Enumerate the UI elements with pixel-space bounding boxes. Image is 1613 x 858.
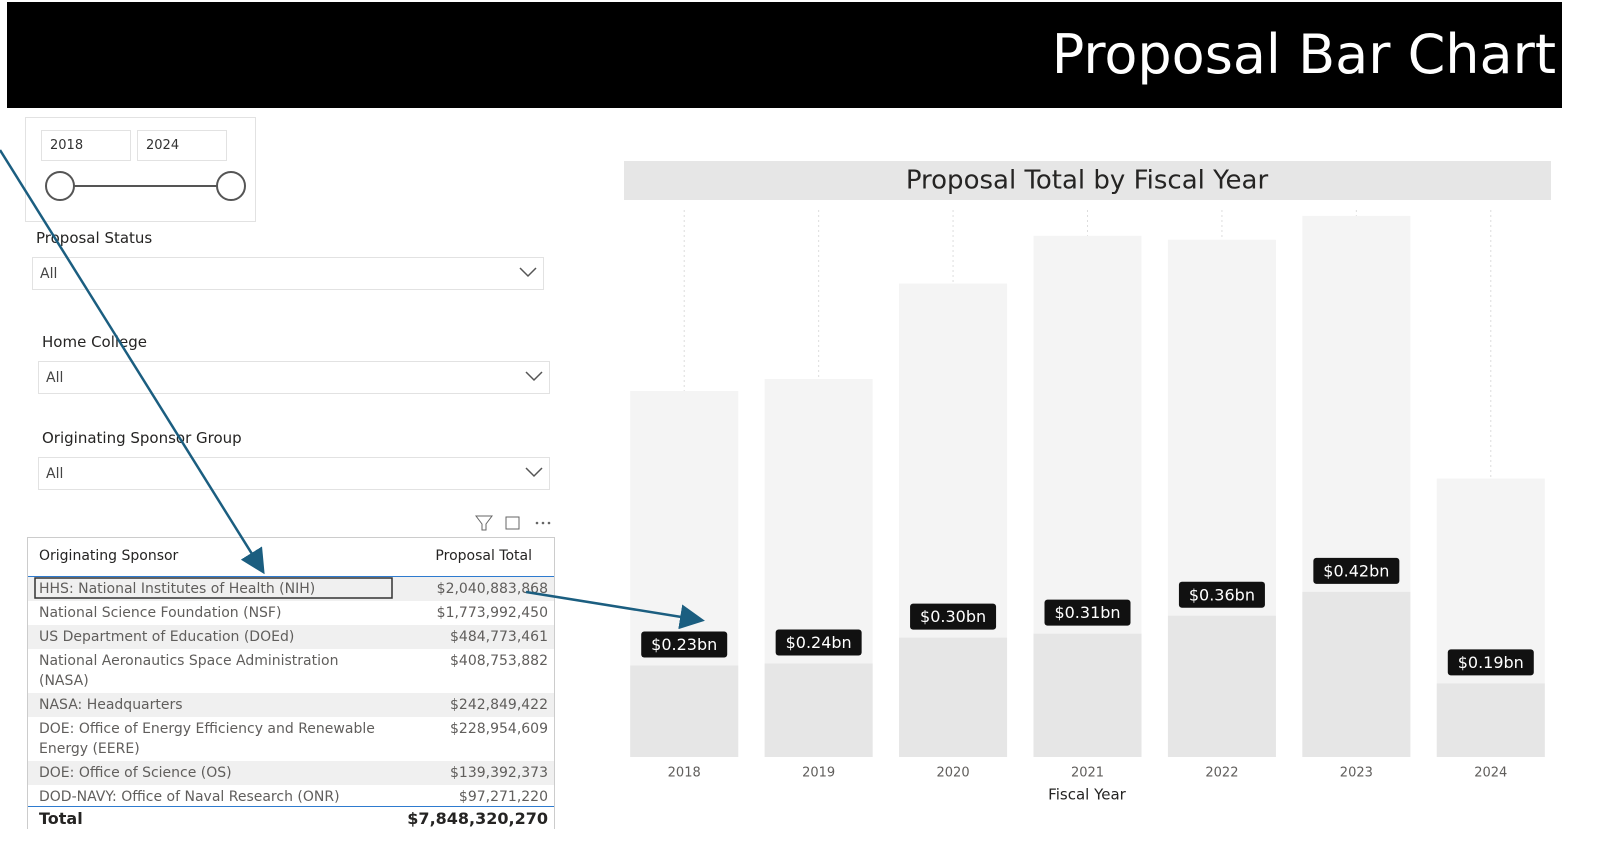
bar — [1033, 633, 1142, 757]
x-tick-label: 2022 — [1205, 766, 1238, 781]
data-label: $0.31bn — [1054, 603, 1120, 622]
sponsor-name: DOD-NAVY: Office of Naval Research (ONR) — [39, 789, 340, 805]
table-row[interactable]: National Aeronautics Space Administratio… — [28, 649, 554, 693]
sponsor-name: DOE: Office of Science (OS) — [39, 765, 232, 781]
page-title: Proposal Bar Chart — [7, 2, 1562, 108]
total-label: Total — [39, 809, 83, 828]
data-label: $0.24bn — [786, 633, 852, 652]
proposal-total: $484,773,461 — [450, 629, 548, 645]
chart-title-bg — [624, 161, 1551, 200]
sponsor-name: National Aeronautics Space Administratio… — [39, 653, 339, 689]
table-row[interactable]: DOE: Office of Science (OS) $139,392,373 — [28, 761, 554, 785]
data-label-bg — [775, 629, 862, 656]
x-tick-label: 2024 — [1474, 766, 1507, 781]
x-tick-label: 2019 — [802, 766, 835, 781]
data-label-bg — [1178, 581, 1265, 608]
proposal-total: $97,271,220 — [458, 789, 548, 805]
sponsor-name: US Department of Education (DOEd) — [39, 629, 295, 645]
bar — [899, 637, 1008, 757]
x-tick-label: 2020 — [937, 766, 970, 781]
x-tick-label: 2023 — [1340, 766, 1373, 781]
sponsor-name: DOE: Office of Energy Efficiency and Ren… — [39, 721, 375, 757]
bar — [1436, 683, 1545, 757]
data-label-bg — [641, 631, 728, 658]
x-tick-label: 2018 — [668, 766, 701, 781]
total-value: $7,848,320,270 — [407, 809, 548, 828]
proposal-total: $139,392,373 — [450, 765, 548, 781]
x-tick-label: 2021 — [1071, 766, 1104, 781]
data-label: $0.23bn — [651, 635, 717, 654]
data-label-bg — [910, 603, 997, 630]
chart-title: Proposal Total by Fiscal Year — [906, 166, 1269, 196]
sponsor-name: NASA: Headquarters — [39, 697, 183, 713]
table-row[interactable]: National Science Foundation (NSF) $1,773,… — [28, 601, 554, 625]
table-row[interactable]: DOD-NAVY: Office of Naval Research (ONR)… — [28, 785, 554, 809]
bar — [764, 663, 873, 757]
table-total: Total $7,848,320,270 — [28, 806, 554, 831]
bar — [1167, 615, 1276, 757]
table-row[interactable]: NASA: Headquarters $242,849,422 — [28, 693, 554, 717]
data-label: $0.42bn — [1323, 561, 1389, 580]
data-label: $0.19bn — [1458, 653, 1524, 672]
bar — [630, 665, 739, 757]
data-label-bg — [1447, 649, 1534, 676]
bar — [1302, 591, 1411, 757]
data-label: $0.36bn — [1189, 585, 1255, 604]
proposal-total: $1,773,992,450 — [436, 605, 548, 621]
proposal-total: $242,849,422 — [450, 697, 548, 713]
data-label-bg — [1044, 599, 1131, 626]
x-axis-title: Fiscal Year — [1048, 786, 1126, 804]
proposal-total: $2,040,883,868 — [436, 581, 548, 597]
data-label: $0.30bn — [920, 607, 986, 626]
table-row[interactable]: US Department of Education (DOEd) $484,77… — [28, 625, 554, 649]
sponsor-name: National Science Foundation (NSF) — [39, 605, 282, 621]
table-row[interactable]: DOE: Office of Energy Efficiency and Ren… — [28, 717, 554, 761]
column-header[interactable]: Proposal Total — [435, 548, 532, 564]
proposal-total: $228,954,609 — [450, 721, 548, 737]
data-label-bg — [1313, 557, 1400, 584]
proposal-total: $408,753,882 — [450, 653, 548, 669]
